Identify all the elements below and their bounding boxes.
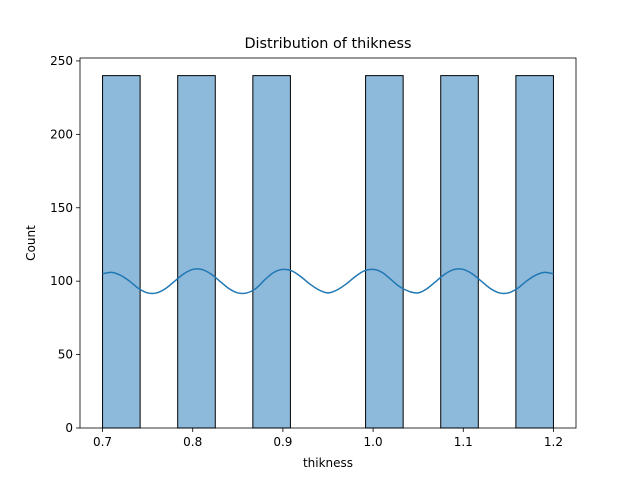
x-tick-label: 0.8 [183, 435, 202, 449]
y-tick-label: 100 [50, 274, 73, 288]
histogram-bar [440, 75, 479, 429]
plot-area-frame [79, 57, 577, 429]
histogram-bar [252, 75, 291, 429]
y-axis: 0 50 100 150 200 250 [50, 54, 80, 435]
y-axis-label: Count [24, 225, 38, 261]
x-tick-label: 0.7 [93, 435, 112, 449]
x-tick-label: 1.2 [544, 435, 563, 449]
histogram-bar [177, 75, 216, 429]
histogram-bar [102, 75, 141, 429]
histogram-bar [365, 75, 404, 429]
y-tick-label: 150 [50, 201, 73, 215]
bars-group [102, 75, 554, 429]
histogram-bar [515, 75, 554, 429]
x-tick-label: 0.9 [273, 435, 292, 449]
y-tick-label: 50 [58, 348, 73, 362]
x-tick-label: 1.0 [364, 435, 383, 449]
y-tick-label: 0 [65, 421, 73, 435]
y-tick-label: 250 [50, 54, 73, 68]
kde-curve [102, 268, 554, 295]
x-axis-label: thikness [303, 456, 353, 470]
chart-title: Distribution of thikness [244, 36, 411, 52]
x-axis: 0.7 0.8 0.9 1.0 1.1 1.2 [93, 428, 563, 449]
x-tick-label: 1.1 [454, 435, 473, 449]
y-tick-label: 200 [50, 127, 73, 141]
